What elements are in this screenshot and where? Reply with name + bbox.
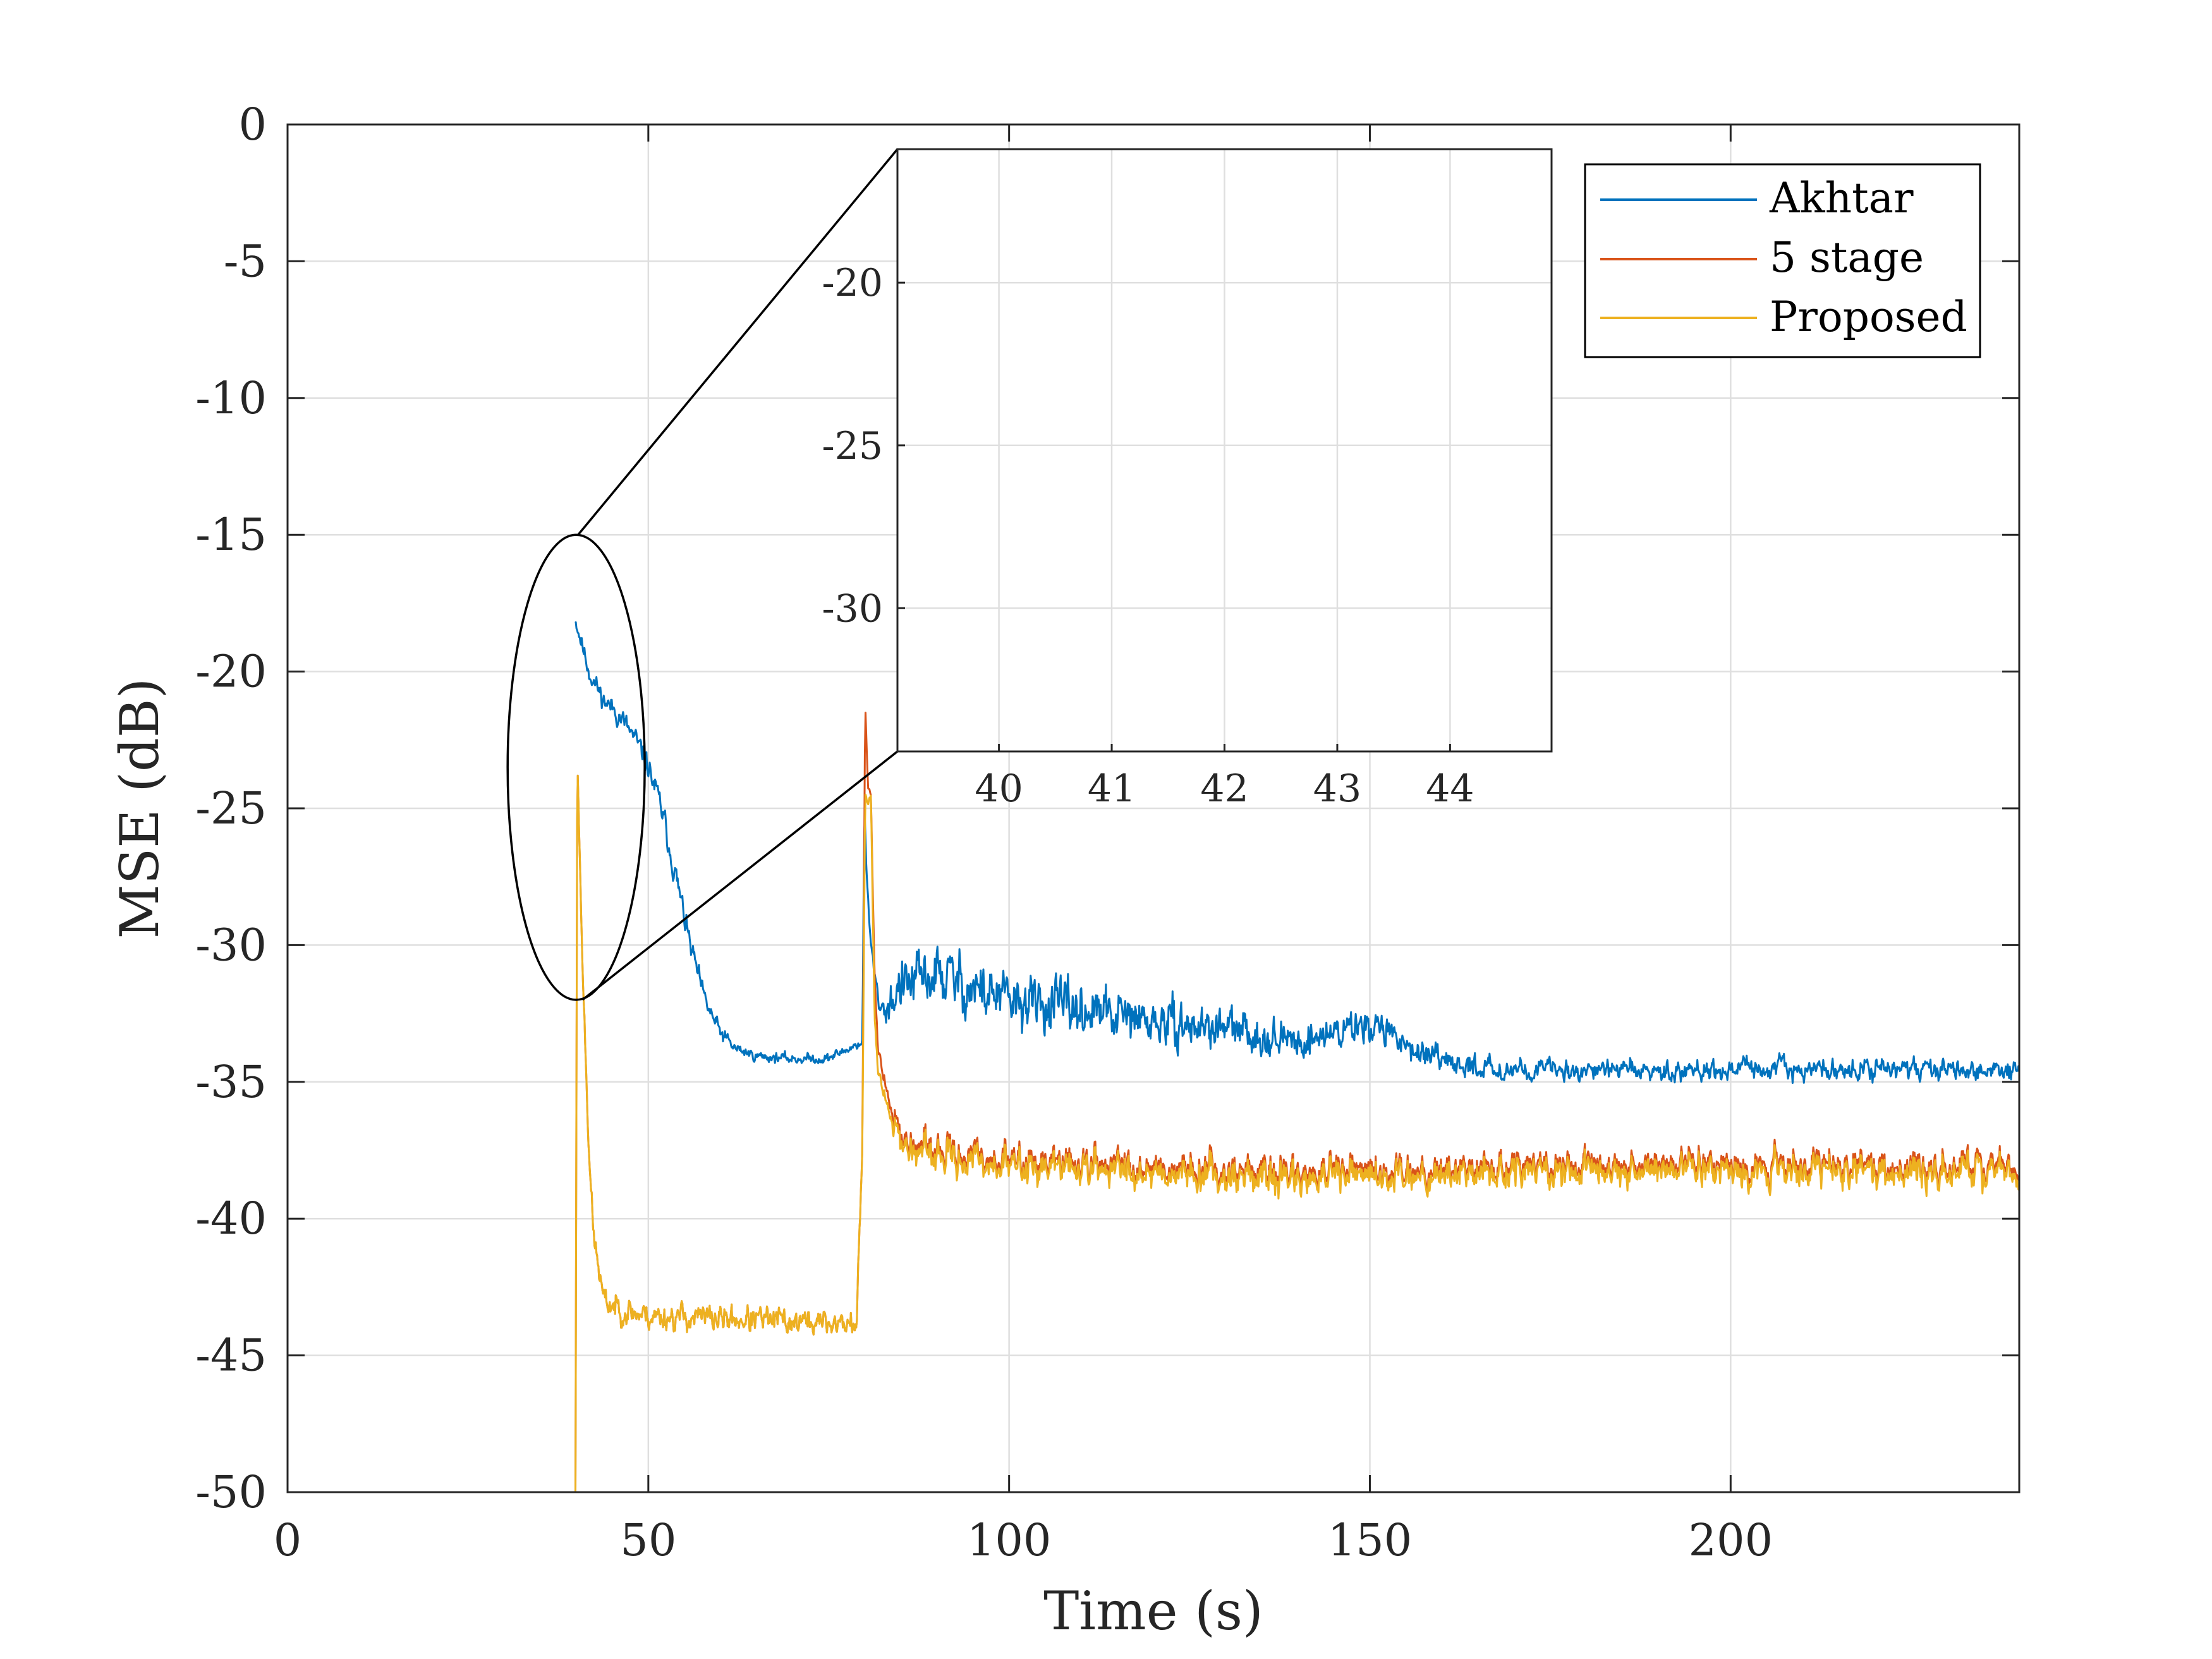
main-x-tick-label: 0 bbox=[274, 1514, 302, 1566]
main-x-tick-label: 100 bbox=[967, 1514, 1052, 1566]
inset-x-tick-label: 42 bbox=[1200, 767, 1248, 811]
inset-x-tick-label: 40 bbox=[975, 767, 1023, 811]
main-y-tick-label: -10 bbox=[195, 372, 267, 424]
inset-gridlines bbox=[897, 149, 1552, 751]
zoom-highlight-ellipse bbox=[506, 533, 646, 1001]
inset-x-tick-label: 41 bbox=[1088, 767, 1136, 811]
inset-x-tick-labels: 40 41 42 43 44 bbox=[975, 767, 1474, 811]
zoom-connector-top bbox=[577, 148, 899, 536]
main-y-tick-label: -20 bbox=[195, 646, 267, 698]
main-y-tick-label: -35 bbox=[195, 1056, 267, 1108]
main-tick-marks bbox=[286, 123, 2019, 1493]
y-axis-title: MSE (dB) bbox=[109, 678, 171, 939]
main-y-tick-labels: 0 -5 -10 -15 -20 -25 -30 -35 -40 -45 -50 bbox=[195, 99, 267, 1518]
main-y-tick-label: -50 bbox=[195, 1466, 267, 1518]
legend-label-akhtar: Akhtar bbox=[1769, 174, 1914, 222]
main-x-tick-labels: 0 50 100 150 200 bbox=[274, 1514, 1773, 1566]
legend-label-proposed: Proposed bbox=[1770, 293, 1967, 341]
main-x-tick-label: 200 bbox=[1689, 1514, 1773, 1566]
legend-box bbox=[1584, 163, 1981, 358]
inset-tick-marks bbox=[897, 281, 1451, 751]
inset-axes-frame bbox=[896, 148, 1553, 753]
legend-item-proposed: Proposed bbox=[1600, 293, 1967, 341]
series-line-proposed bbox=[574, 774, 2019, 1492]
main-axes-frame bbox=[286, 123, 2021, 1493]
legend: Akhtar 5 stage Proposed bbox=[1584, 163, 1981, 358]
main-y-tick-label: -25 bbox=[195, 782, 267, 834]
inset-plot-area: 40 41 42 43 44 -20 -25 -30 bbox=[822, 148, 1553, 811]
main-series-lines bbox=[574, 621, 2019, 1492]
zoom-connector-bottom bbox=[581, 750, 899, 1001]
inset-y-tick-label: -20 bbox=[822, 261, 883, 305]
main-x-tick-label: 50 bbox=[620, 1514, 676, 1566]
inset-x-tick-label: 44 bbox=[1426, 767, 1474, 811]
main-plot-clip bbox=[574, 621, 2019, 1492]
inset-x-tick-label: 43 bbox=[1313, 767, 1361, 811]
inset-y-tick-label: -25 bbox=[822, 424, 883, 468]
main-y-tick-label: -5 bbox=[224, 235, 267, 287]
zoom-indicator bbox=[506, 148, 899, 1001]
legend-item-5-stage: 5 stage bbox=[1600, 233, 1924, 282]
inset-y-tick-label: -30 bbox=[822, 586, 883, 631]
inset-y-tick-labels: -20 -25 -30 bbox=[822, 261, 883, 631]
main-y-tick-label: -45 bbox=[195, 1330, 267, 1382]
legend-item-akhtar: Akhtar bbox=[1600, 174, 1914, 222]
legend-label-5-stage: 5 stage bbox=[1770, 233, 1924, 282]
main-y-tick-label: -30 bbox=[195, 919, 267, 971]
main-y-tick-label: -15 bbox=[195, 509, 267, 561]
main-x-tick-label: 150 bbox=[1328, 1514, 1413, 1566]
x-axis-title: Time (s) bbox=[1043, 1580, 1263, 1642]
main-y-tick-label: 0 bbox=[238, 99, 267, 150]
main-y-tick-label: -40 bbox=[195, 1193, 267, 1244]
